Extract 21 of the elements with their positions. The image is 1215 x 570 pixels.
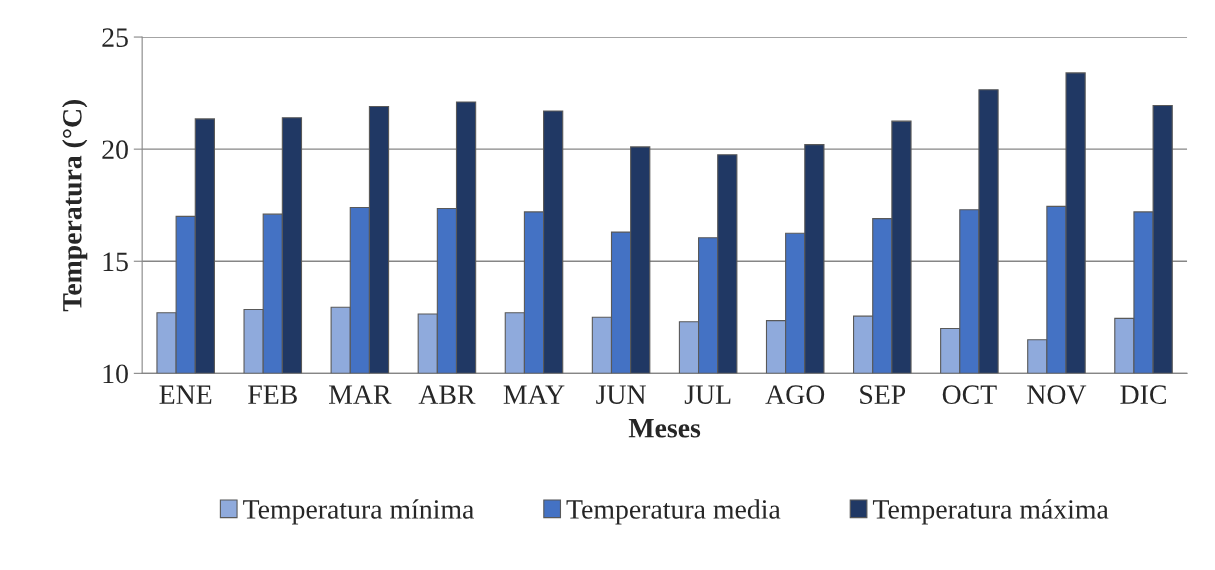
x-tick-label: MAR (329, 385, 392, 404)
x-tick-label: DIC (1120, 385, 1166, 405)
x-tick-label: SEP (860, 385, 906, 405)
x-tick-label: JUL (684, 385, 731, 405)
x-tick-label: ABR (418, 385, 476, 404)
x-tick-label: ENE (159, 385, 212, 404)
y-tick-label: 20 (102, 140, 128, 160)
x-tick-label: MAY (503, 385, 565, 404)
y-axis-title: Temperatura (°C) (62, 99, 88, 312)
legend-label: Temperatura media (566, 499, 781, 525)
legend-label: Temperatura máxima (872, 499, 1109, 525)
x-tick-label: FEB (248, 385, 297, 404)
x-tick-label: AGO (765, 385, 825, 405)
y-tick-label: 10 (103, 364, 128, 384)
x-tick-label: NOV (1027, 385, 1087, 405)
legend-label: Temperatura mínima (243, 499, 474, 525)
x-tick-label: JUN (596, 385, 646, 405)
y-tick-label: 15 (103, 252, 128, 272)
x-axis-title: Meses (628, 419, 701, 438)
x-tick-label: OCT (942, 385, 997, 405)
y-tick-label: 25 (102, 28, 128, 47)
